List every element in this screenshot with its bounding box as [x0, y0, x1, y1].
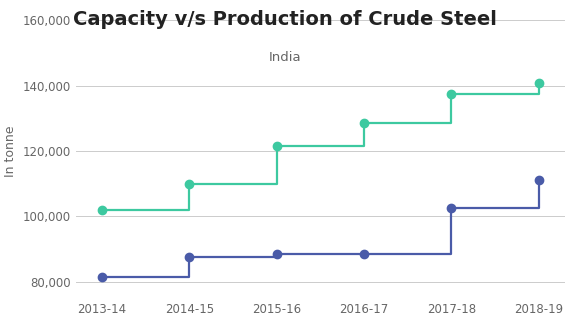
Y-axis label: In tonne: In tonne: [4, 125, 17, 177]
Text: Capacity v/s Production of Crude Steel: Capacity v/s Production of Crude Steel: [73, 10, 497, 28]
Text: India: India: [268, 51, 302, 64]
